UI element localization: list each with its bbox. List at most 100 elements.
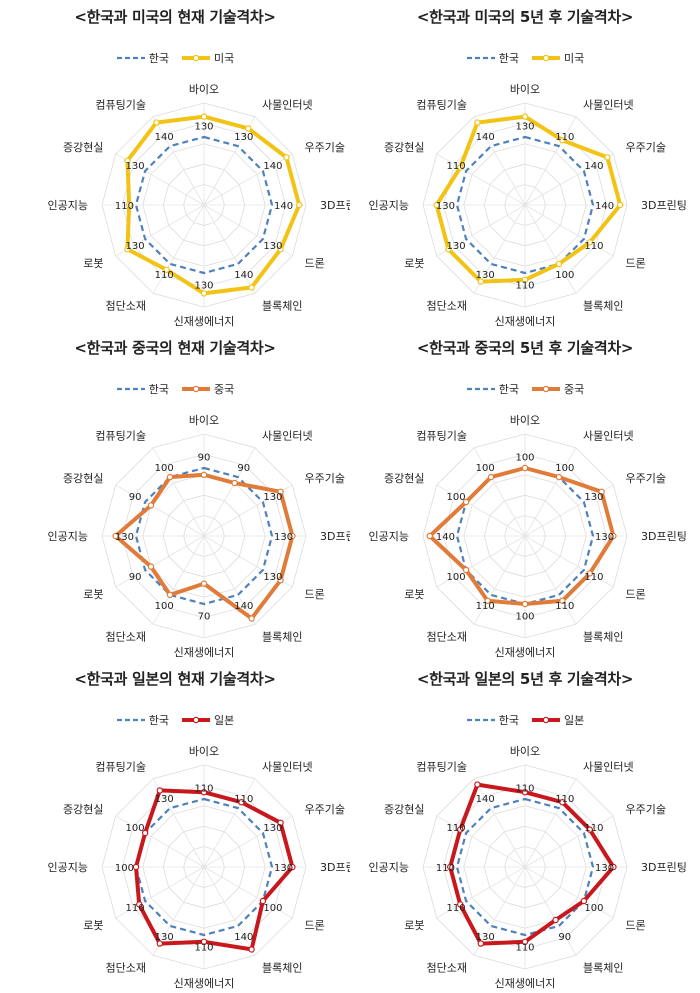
- radar-panel: 100 바이오 100 사물인터넷 130 우주기술 130 3D프린팅 110 드론 110 블록체…: [350, 331, 700, 662]
- tick-label: 130: [447, 241, 466, 252]
- category-label: 로봇: [404, 919, 424, 932]
- grid-spoke: [436, 535, 526, 588]
- category-label: 첨단소재: [427, 962, 467, 975]
- grid-spoke: [524, 447, 577, 537]
- data-point: [552, 916, 559, 924]
- chart-title: <한국과 일본의 현재 기술격차>: [74, 670, 276, 688]
- legend-label: 미국: [214, 52, 235, 65]
- data-point: [147, 563, 155, 570]
- data-point: [296, 201, 303, 209]
- legend-swatch: [116, 56, 145, 60]
- legend-item: 중국: [531, 381, 584, 397]
- tick-label: 100: [515, 612, 534, 623]
- category-label: 바이오: [510, 83, 540, 96]
- legend-label: 한국: [498, 52, 519, 65]
- data-point: [559, 137, 566, 144]
- category-label: 3D프린팅: [320, 861, 350, 874]
- tick-label: 130: [155, 932, 174, 943]
- legend-item: 한국: [116, 50, 169, 66]
- tick-label: 140: [476, 794, 495, 805]
- legend-label: 일본: [564, 714, 585, 727]
- category-label: 로봇: [83, 588, 103, 601]
- tick-label: 130: [263, 241, 282, 252]
- data-point: [487, 473, 495, 481]
- category-label: 드론: [626, 257, 646, 270]
- category-label: 컴퓨팅기술: [416, 761, 467, 774]
- tick-label: 130: [515, 121, 534, 132]
- category-label: 우주기술: [626, 141, 666, 154]
- category-label: 바이오: [189, 745, 219, 758]
- tick-label: 110: [476, 601, 495, 612]
- category-label: 블록체인: [262, 962, 302, 975]
- tick-label: 130: [126, 241, 145, 252]
- grid-spoke: [473, 116, 526, 206]
- tick-label: 110: [447, 161, 466, 172]
- category-label: 우주기술: [305, 141, 345, 154]
- category-label: 블록체인: [262, 631, 302, 644]
- legend-label: 한국: [148, 714, 169, 727]
- tick-label: 100: [447, 572, 466, 583]
- grid-spoke: [436, 815, 526, 868]
- tick-label: 90: [198, 452, 211, 463]
- tick-label: 130: [436, 201, 455, 212]
- data-point: [484, 597, 491, 604]
- category-label: 인공지능: [48, 530, 88, 543]
- data-point: [248, 284, 255, 291]
- grid-spoke: [436, 204, 526, 257]
- grid-spoke: [524, 866, 614, 919]
- category-label: 컴퓨팅기술: [416, 430, 467, 443]
- category-label: 증강현실: [384, 141, 424, 154]
- category-label: 3D프린팅: [320, 199, 350, 212]
- tick-label: 110: [436, 863, 455, 874]
- tick-label: 70: [198, 612, 211, 623]
- grid-spoke: [473, 866, 526, 956]
- data-point: [259, 897, 267, 905]
- legend-label: 한국: [498, 714, 519, 727]
- tick-label: 140: [476, 132, 495, 143]
- tick-label: 130: [476, 270, 495, 281]
- tick-label: 110: [584, 572, 603, 583]
- tick-label: 130: [234, 132, 253, 143]
- category-label: 첨단소재: [106, 300, 146, 313]
- category-label: 블록체인: [583, 631, 623, 644]
- tick-label: 130: [274, 863, 293, 874]
- data-point: [200, 580, 208, 587]
- data-point: [433, 201, 440, 209]
- legend-item: 한국: [466, 50, 519, 66]
- category-label: 첨단소재: [106, 962, 146, 975]
- chart-legend: 한국 중국: [0, 381, 350, 397]
- data-point: [200, 788, 208, 796]
- tick-label: 100: [555, 270, 574, 281]
- tick-label: 140: [234, 932, 253, 943]
- category-label: 블록체인: [583, 300, 623, 313]
- grid-spoke: [203, 116, 256, 206]
- grid-spoke: [524, 778, 577, 868]
- data-point: [153, 119, 160, 126]
- category-label: 컴퓨팅기술: [95, 99, 146, 112]
- grid-spoke: [203, 866, 256, 956]
- category-label: 우주기술: [626, 803, 666, 816]
- category-label: 첨단소재: [427, 631, 467, 644]
- legend-label: 한국: [148, 52, 169, 65]
- tick-label: 130: [263, 492, 282, 503]
- tick-label: 90: [129, 572, 142, 583]
- category-label: 신재생에너지: [495, 315, 556, 328]
- grid-spoke: [115, 535, 205, 588]
- category-label: 드론: [626, 919, 646, 932]
- series-line: [455, 135, 595, 275]
- category-label: 드론: [305, 919, 325, 932]
- tick-label: 130: [584, 492, 603, 503]
- tick-label: 110: [194, 943, 213, 954]
- category-label: 우주기술: [305, 803, 345, 816]
- tick-label: 110: [515, 783, 534, 794]
- series-line: [455, 797, 595, 937]
- category-label: 바이오: [510, 414, 540, 427]
- tick-label: 130: [595, 863, 614, 874]
- category-label: 사물인터넷: [583, 430, 634, 443]
- category-label: 컴퓨팅기술: [95, 430, 146, 443]
- tick-label: 110: [584, 823, 603, 834]
- category-label: 드론: [626, 588, 646, 601]
- data-point: [555, 473, 563, 481]
- data-point: [289, 532, 296, 540]
